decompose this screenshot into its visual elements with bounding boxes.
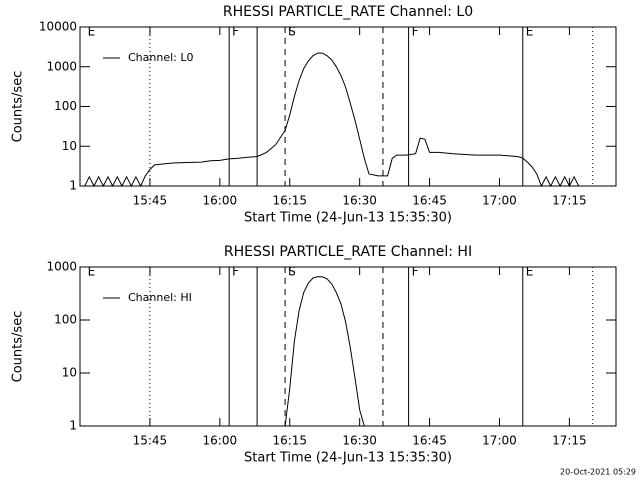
- y-tick-label: 100: [54, 99, 77, 113]
- x-tick-label: 16:00: [203, 194, 238, 208]
- y-tick-label: 1: [69, 419, 77, 433]
- legend-label: Channel: L0: [128, 51, 194, 64]
- flag-label: F: [232, 265, 239, 279]
- flag-label: E: [526, 265, 534, 279]
- data-line: [84, 52, 580, 188]
- y-axis-label: Counts/sec: [11, 311, 26, 383]
- x-axis-label: Start Time (24-Jun-13 15:35:30): [244, 211, 452, 226]
- y-tick-label: 1000: [46, 59, 77, 73]
- y-tick-label: 1: [69, 179, 77, 193]
- x-tick-label: 16:45: [412, 194, 447, 208]
- flag-label: E: [526, 25, 534, 39]
- y-tick-label: 1000: [46, 260, 77, 274]
- x-tick-label: 15:45: [133, 194, 168, 208]
- y-tick-label: 100: [54, 313, 77, 327]
- x-tick-label: 16:30: [342, 434, 377, 448]
- flag-label: F: [412, 265, 419, 279]
- flag-label: E: [88, 265, 96, 279]
- x-axis-label: Start Time (24-Jun-13 15:35:30): [244, 451, 452, 466]
- legend-label: Channel: HI: [128, 291, 192, 304]
- flag-label: F: [232, 25, 239, 39]
- y-tick-label: 10: [62, 139, 77, 153]
- x-tick-label: 16:45: [412, 434, 447, 448]
- y-axis-label: Counts/sec: [11, 71, 26, 143]
- chart-title: RHESSI PARTICLE_RATE Channel: L0: [223, 4, 473, 20]
- flag-label: S: [288, 25, 296, 39]
- flag-label: F: [412, 25, 419, 39]
- flag-label: E: [88, 25, 96, 39]
- data-line: [284, 276, 365, 427]
- x-tick-label: 16:15: [272, 434, 307, 448]
- y-tick-label: 10: [62, 366, 77, 380]
- footer: 20-Oct-2021 05:29: [560, 468, 636, 477]
- x-tick-label: 17:15: [552, 194, 587, 208]
- x-tick-label: 17:15: [552, 434, 587, 448]
- x-tick-label: 17:00: [482, 194, 517, 208]
- x-tick-label: 16:30: [342, 194, 377, 208]
- x-tick-label: 16:15: [272, 194, 307, 208]
- x-tick-label: 16:00: [203, 434, 238, 448]
- x-tick-label: 17:00: [482, 434, 517, 448]
- flag-label: S: [288, 265, 296, 279]
- y-tick-label: 10000: [39, 20, 77, 34]
- plot-frame: [79, 266, 617, 427]
- chart-title: RHESSI PARTICLE_RATE Channel: HI: [224, 244, 472, 260]
- x-tick-label: 15:45: [133, 434, 168, 448]
